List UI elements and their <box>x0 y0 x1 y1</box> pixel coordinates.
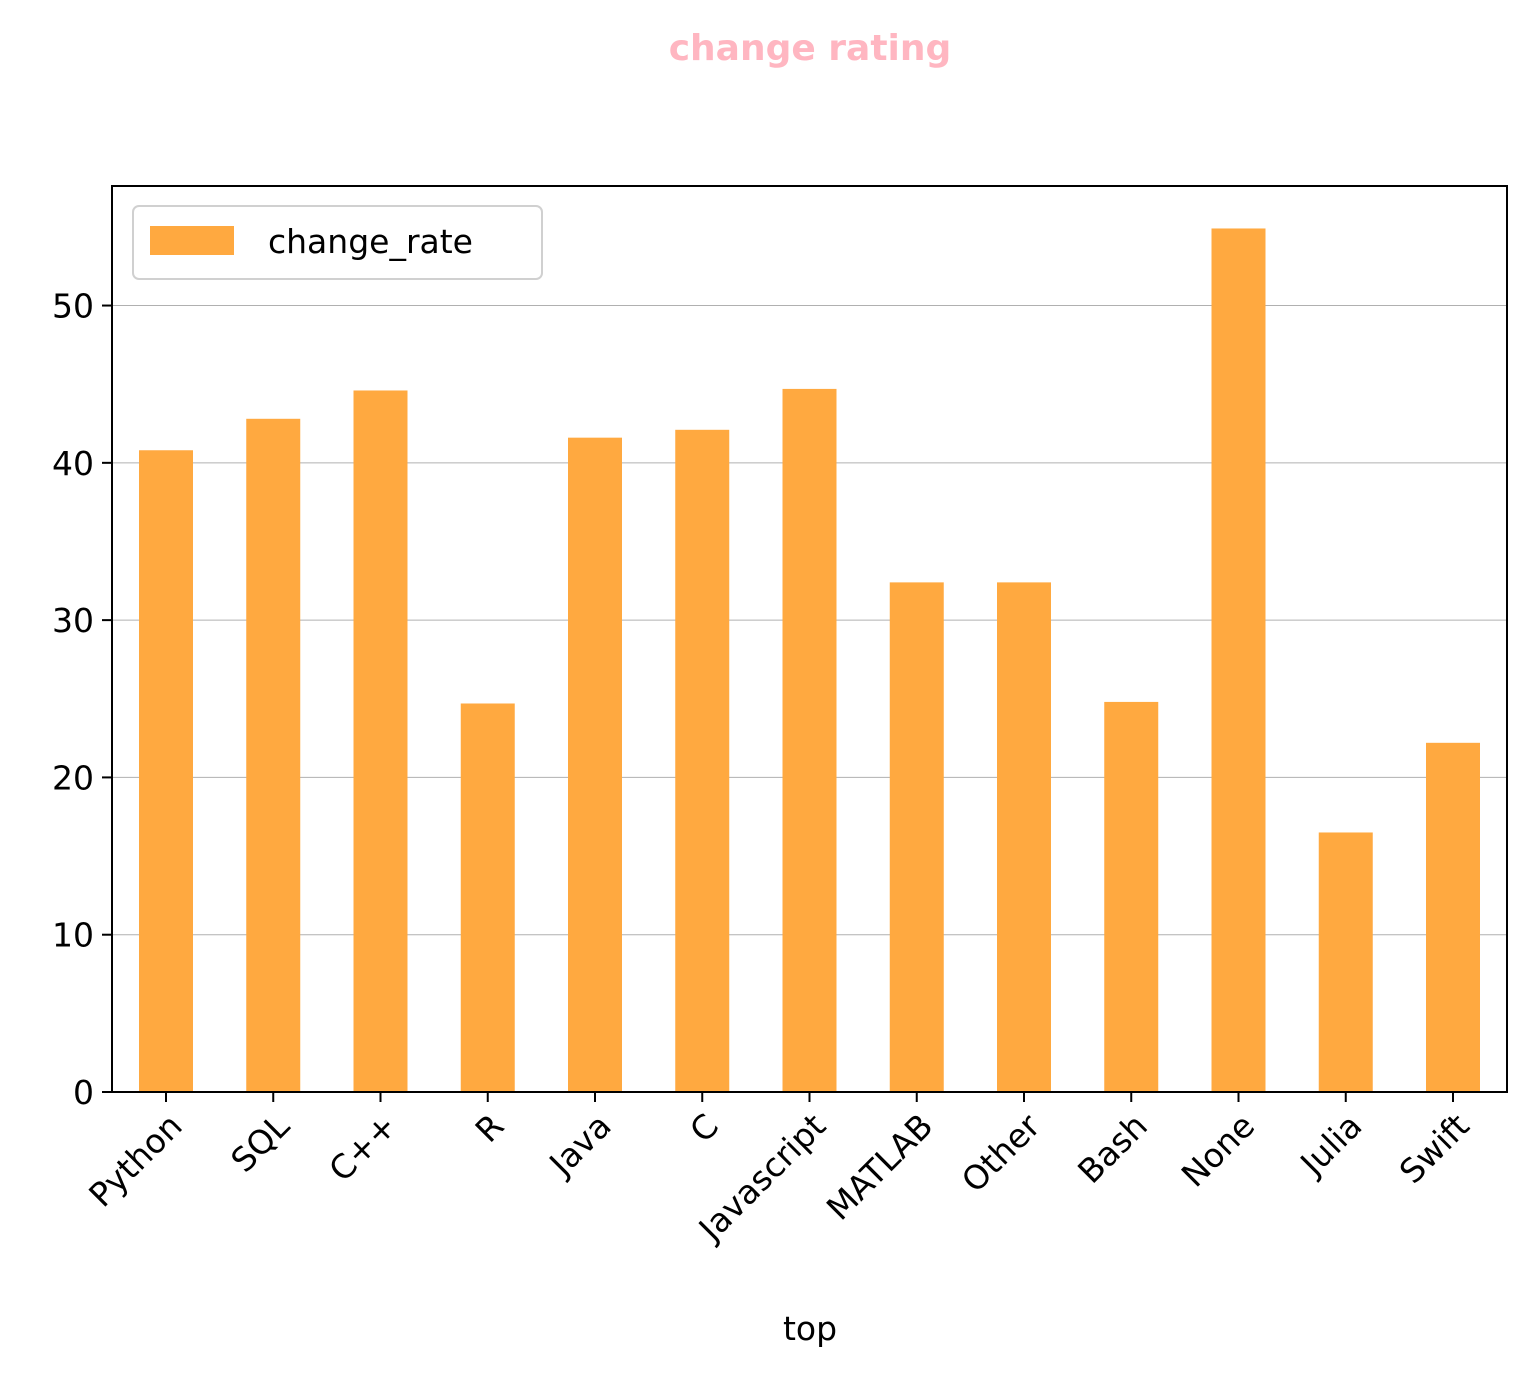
bar-swift <box>1426 742 1480 1092</box>
x-tick-label: C++ <box>321 1106 404 1189</box>
x-tick-label: MATLAB <box>819 1106 941 1228</box>
bar-javascript <box>782 388 837 1092</box>
bar-c <box>675 429 730 1092</box>
bar-none <box>1211 228 1266 1092</box>
bar-other <box>997 582 1051 1092</box>
x-tick-label: Bash <box>1070 1106 1155 1191</box>
x-tick-label: Julia <box>1291 1106 1369 1184</box>
y-tick-label: 10 <box>52 916 94 955</box>
x-tick-label: Swift <box>1392 1106 1477 1191</box>
legend-box <box>132 205 543 280</box>
y-tick-label: 20 <box>52 758 94 797</box>
bar-sql <box>246 418 301 1093</box>
x-tick-label: Java <box>540 1106 618 1184</box>
x-axis-label: top <box>783 1309 837 1348</box>
bar-julia <box>1318 832 1373 1092</box>
bar-matlab <box>889 582 944 1092</box>
x-tick-label: R <box>468 1106 512 1150</box>
legend-swatch <box>150 226 234 255</box>
bar-r <box>460 703 515 1092</box>
y-tick-label: 50 <box>52 287 94 326</box>
bar-c- <box>353 390 408 1093</box>
y-axis: 0 10 20 30 40 50 <box>52 287 112 1112</box>
chart-title: change rating <box>669 28 952 69</box>
bars <box>139 228 1480 1093</box>
x-tick-label: None <box>1174 1106 1262 1194</box>
x-tick-label: C <box>682 1106 726 1150</box>
x-tick-label: SQL <box>223 1106 297 1180</box>
y-tick-label: 40 <box>52 444 94 483</box>
y-tick-label: 30 <box>52 601 94 640</box>
bar-bash <box>1104 701 1159 1092</box>
legend-label: change_rate <box>268 222 473 261</box>
legend: change_rate <box>132 205 543 280</box>
bar-python <box>139 450 193 1092</box>
x-tick-label: Python <box>81 1106 189 1214</box>
bar-java <box>568 437 622 1093</box>
y-tick-label: 0 <box>73 1073 94 1112</box>
x-tick-label: Other <box>954 1106 1048 1200</box>
